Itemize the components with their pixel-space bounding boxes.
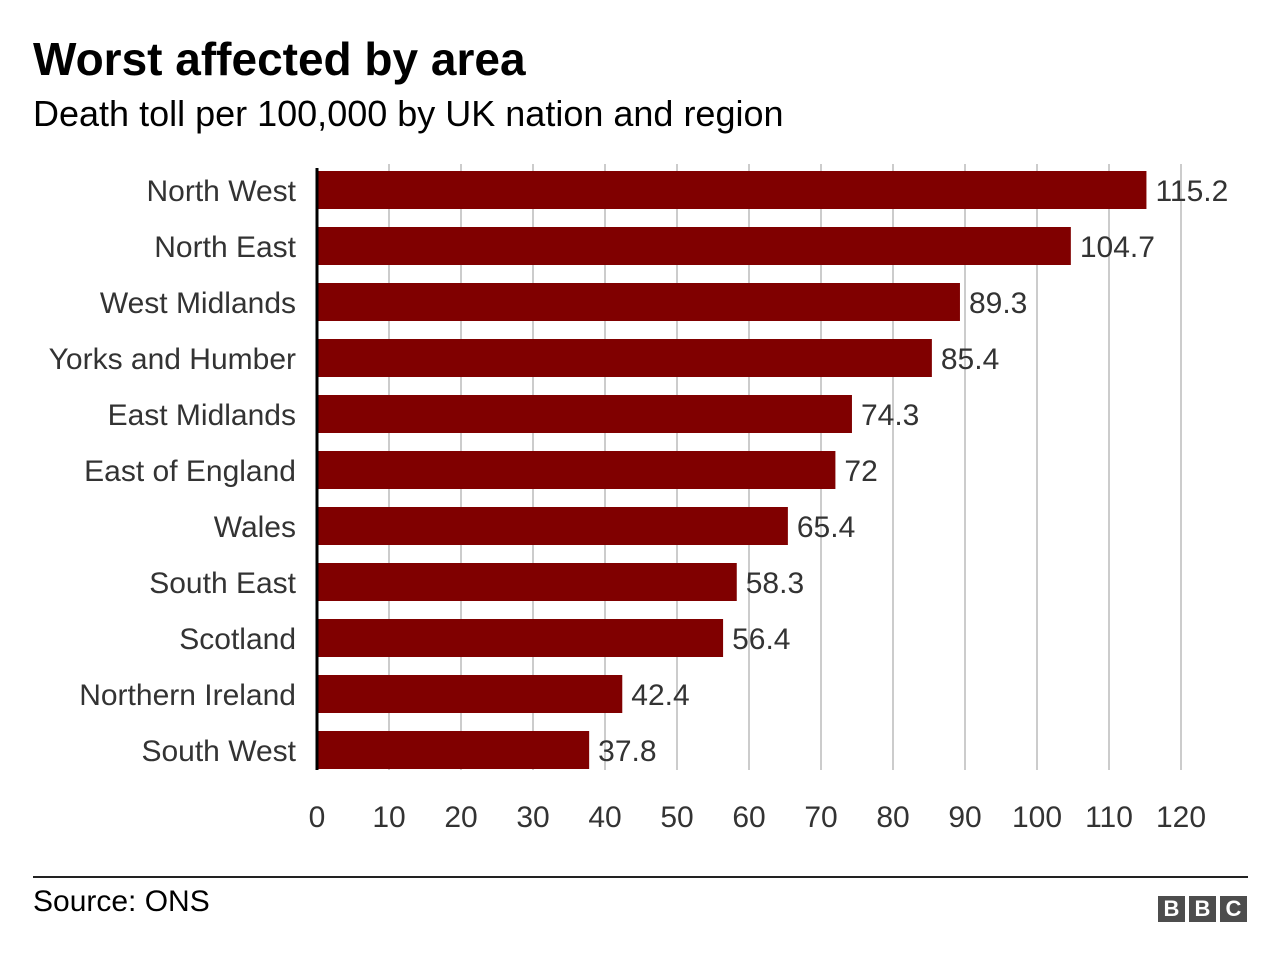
- category-label: North West: [147, 175, 297, 208]
- x-tick-label: 100: [1012, 801, 1062, 834]
- value-label: 58.3: [746, 567, 804, 600]
- value-label: 42.4: [631, 679, 689, 712]
- logo-letter-3: C: [1220, 896, 1247, 922]
- category-label: South West: [141, 735, 296, 768]
- bar: [317, 395, 852, 433]
- bar: [317, 339, 932, 377]
- x-tick-label: 10: [372, 801, 405, 834]
- footer-divider: [33, 876, 1248, 878]
- category-label: North East: [154, 231, 296, 264]
- value-label: 115.2: [1155, 175, 1228, 208]
- value-label: 104.7: [1080, 231, 1155, 264]
- category-label: South East: [149, 567, 296, 600]
- category-label: Scotland: [179, 623, 296, 656]
- bar: [317, 507, 788, 545]
- bar: [317, 619, 724, 657]
- x-tick-label: 20: [444, 801, 477, 834]
- bar: [317, 563, 737, 601]
- x-tick-label: 80: [876, 801, 909, 834]
- value-label: 74.3: [861, 399, 919, 432]
- x-tick-label: 70: [804, 801, 837, 834]
- category-label: West Midlands: [100, 287, 296, 320]
- bbc-logo: B B C: [1158, 896, 1247, 922]
- category-label: Northern Ireland: [79, 679, 296, 712]
- value-label: 89.3: [969, 287, 1027, 320]
- bar: [317, 731, 590, 769]
- value-label: 37.8: [598, 735, 656, 768]
- chart-title: Worst affected by area: [33, 33, 526, 85]
- bar: [317, 451, 836, 489]
- bar: [317, 675, 623, 713]
- x-tick-label: 60: [732, 801, 765, 834]
- x-tick-label: 120: [1156, 801, 1206, 834]
- category-label: Yorks and Humber: [49, 343, 296, 376]
- logo-letter-1: B: [1158, 896, 1185, 922]
- category-label: Wales: [214, 511, 296, 544]
- bar: [317, 227, 1071, 265]
- value-label: 85.4: [941, 343, 999, 376]
- category-label: East of England: [84, 455, 296, 488]
- chart-subtitle: Death toll per 100,000 by UK nation and …: [33, 93, 784, 134]
- x-tick-label: 110: [1085, 801, 1133, 834]
- x-tick-label: 50: [660, 801, 693, 834]
- source-note: Source: ONS: [33, 885, 210, 918]
- bar-chart: 0 10 20 30 40 50 60 70 80 90 100 110 120 North West 11…: [49, 164, 1228, 834]
- bar: [317, 171, 1147, 209]
- x-tick-label: 30: [516, 801, 549, 834]
- category-label: East Midlands: [108, 399, 296, 432]
- value-label: 72: [844, 455, 877, 488]
- x-tick-label: 90: [948, 801, 981, 834]
- logo-letter-2: B: [1189, 896, 1216, 922]
- bar: [317, 283, 960, 321]
- value-label: 65.4: [797, 511, 855, 544]
- value-label: 56.4: [732, 623, 790, 656]
- x-tick-label: 40: [588, 801, 621, 834]
- x-tick-label: 0: [309, 801, 326, 834]
